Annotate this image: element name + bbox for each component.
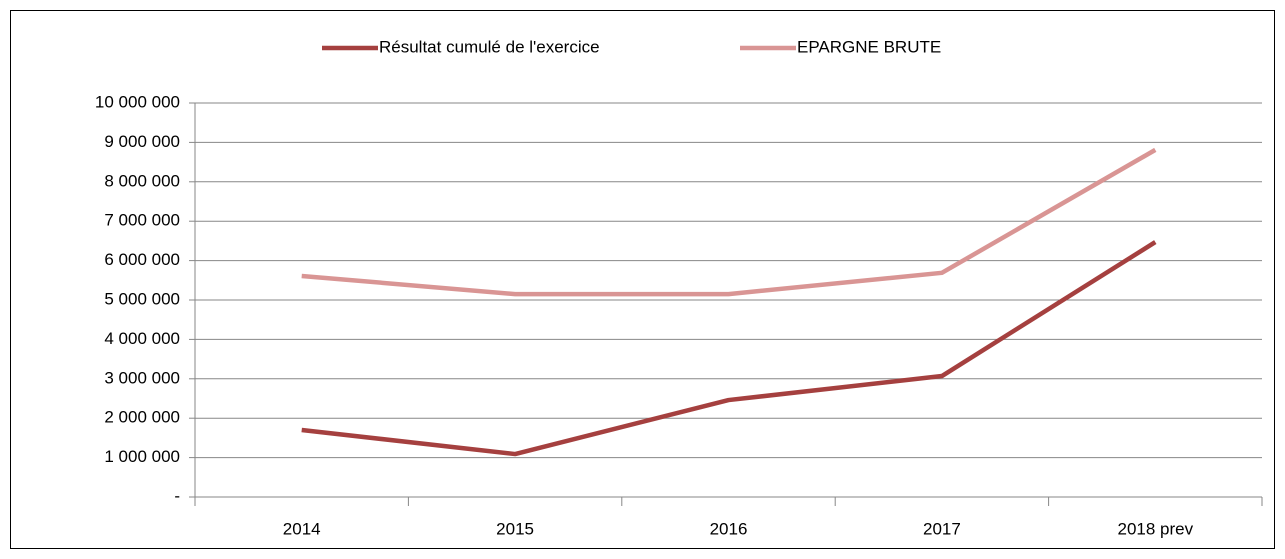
chart-border — [10, 10, 1275, 549]
y-tick-label: 2 000 000 — [104, 408, 180, 427]
series-line — [301, 147, 1157, 297]
x-tick-label: 2016 — [710, 519, 748, 538]
y-tick-label: 3 000 000 — [104, 368, 180, 387]
y-tick-label: 6 000 000 — [104, 250, 180, 269]
y-tick-label: - — [174, 486, 180, 505]
y-tick-label: 10 000 000 — [95, 92, 180, 111]
x-tick-label: 2017 — [923, 519, 961, 538]
x-tick-label: 2018 prev — [1117, 519, 1193, 538]
y-tick-label: 1 000 000 — [104, 447, 180, 466]
x-tick-label: 2015 — [496, 519, 534, 538]
legend-label: Résultat cumulé de l'exercice — [379, 37, 600, 56]
y-tick-label: 7 000 000 — [104, 211, 180, 230]
series-line — [301, 240, 1157, 457]
y-tick-label: 4 000 000 — [104, 329, 180, 348]
legend-label: EPARGNE BRUTE — [797, 37, 941, 56]
y-tick-label: 9 000 000 — [104, 132, 180, 151]
x-tick-label: 2014 — [283, 519, 321, 538]
y-tick-label: 5 000 000 — [104, 289, 180, 308]
y-tick-label: 8 000 000 — [104, 171, 180, 190]
